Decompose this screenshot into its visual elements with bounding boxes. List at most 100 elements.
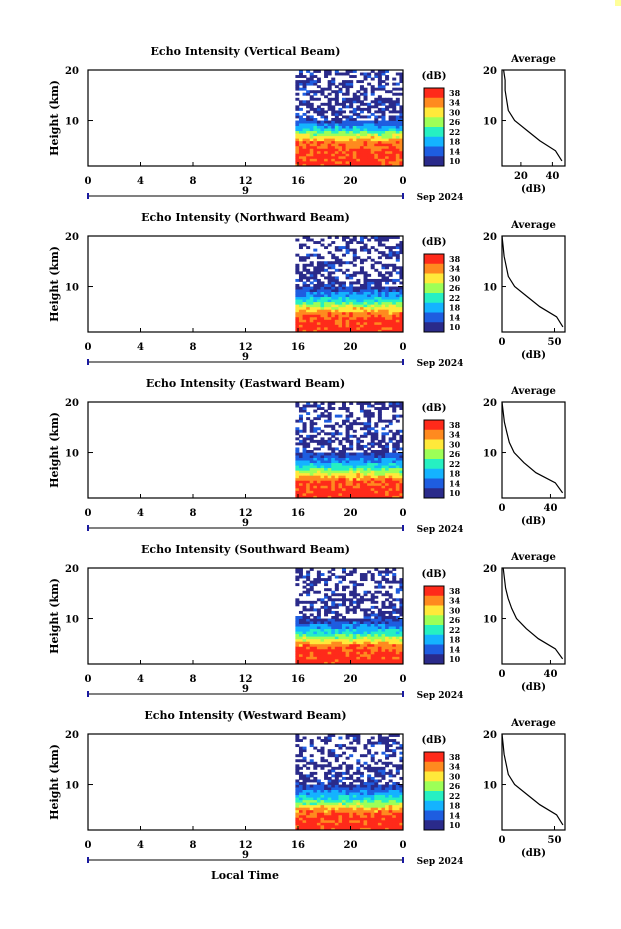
heatmap-cell (331, 661, 336, 665)
heatmap-cell (298, 573, 303, 576)
heatmap-cell (313, 130, 318, 134)
heatmap-cell (295, 107, 300, 111)
heatmap-cell (370, 299, 375, 303)
heatmap-cell (320, 326, 325, 330)
heatmap-cell (295, 316, 300, 320)
month-label: Sep 2024 (417, 691, 464, 701)
heatmap-cell (295, 150, 300, 154)
heatmap-cell (334, 294, 339, 298)
heatmap-cell (309, 427, 314, 431)
heatmap-cell (381, 452, 386, 456)
heatmap-cell (392, 321, 397, 325)
heatmap-cell (352, 495, 357, 499)
heatmap-cell (342, 120, 346, 124)
heatmap-cell (363, 304, 368, 308)
heatmap-cell (388, 651, 393, 655)
heatmap-cell (374, 648, 379, 652)
heatmap-cell (349, 626, 354, 630)
heatmap-cell (377, 623, 382, 627)
x-tick-label: 4 (137, 508, 144, 519)
heatmap-cell (320, 653, 325, 657)
heatmap-cell (327, 278, 332, 282)
heatmap-cell (392, 407, 397, 410)
heatmap-cell (367, 120, 372, 124)
heatmap-cell (338, 120, 343, 124)
heatmap-cell (370, 155, 375, 159)
heatmap-cell (392, 741, 397, 745)
heatmap-cell (352, 600, 357, 604)
heatmap-cell (309, 105, 314, 109)
heatmap-cell (306, 100, 311, 104)
heatmap-cell (388, 749, 393, 753)
heatmap-cell (349, 319, 354, 323)
heatmap-cell (306, 143, 311, 147)
colorbar-tick-label: 38 (449, 420, 461, 430)
heatmap-cell (388, 643, 393, 647)
heatmap-cell (324, 661, 329, 665)
heatmap-cell (316, 427, 321, 431)
heatmap-cell (324, 133, 329, 137)
heatmap-cell (342, 105, 346, 109)
heatmap-cell (349, 658, 354, 662)
heatmap-cell (309, 827, 314, 831)
heatmap-cell (338, 480, 343, 484)
heatmap-cell (377, 477, 382, 481)
heatmap-cell (388, 271, 393, 275)
heatmap-cell (374, 475, 379, 479)
heatmap-cell (298, 457, 303, 461)
heatmap-cell (359, 434, 364, 438)
x-tick-label: 4 (137, 674, 144, 685)
heatmap-cell (395, 764, 400, 768)
heatmap-cell (334, 437, 339, 441)
heatmap-cell (399, 439, 404, 443)
heatmap-cell (359, 158, 364, 162)
heatmap-cell (370, 462, 375, 466)
heatmap-cell (363, 123, 368, 126)
heatmap-cell (352, 120, 357, 124)
heatmap-cell (395, 495, 400, 499)
heatmap-cell (316, 70, 321, 73)
heatmap-cell (298, 593, 303, 597)
heatmap-cell (338, 784, 343, 788)
heatmap-cell (385, 822, 390, 826)
heatmap-cell (374, 434, 379, 438)
average-x-label: (dB) (521, 848, 546, 859)
heatmap-cell (331, 153, 336, 157)
heatmap-cell (352, 492, 357, 496)
heatmap-cell (363, 608, 368, 612)
heatmap-cell (399, 452, 404, 456)
heatmap-cell (385, 761, 390, 765)
heatmap-cell (298, 616, 303, 619)
heatmap-cell (324, 593, 329, 597)
heatmap-cell (338, 82, 343, 86)
heatmap-cell (295, 771, 300, 775)
heatmap-cell (363, 311, 368, 315)
heatmap-cell (356, 437, 361, 441)
day-label: 9 (242, 850, 249, 861)
heatmap-cell (320, 641, 325, 645)
heatmap-cell (385, 326, 390, 330)
heatmap-cell (388, 616, 393, 619)
heatmap-cell (302, 153, 307, 157)
heatmap-cell (334, 636, 339, 640)
heatmap-cell (327, 291, 332, 295)
heatmap-cell (356, 281, 361, 285)
heatmap-cell (324, 70, 329, 73)
heatmap-cell (352, 475, 357, 479)
heatmap-cell (352, 638, 357, 642)
heatmap-cell (385, 809, 390, 813)
heatmap-cell (392, 575, 397, 579)
heatmap-cell (381, 407, 386, 410)
heatmap-cell (345, 651, 350, 655)
heatmap-cell (320, 782, 325, 785)
heatmap-cell (388, 311, 393, 315)
heatmap-cell (359, 656, 364, 660)
heatmap-cell (298, 243, 303, 247)
colorbar-tick-label: 18 (449, 303, 461, 313)
heatmap-cell (395, 442, 400, 446)
heatmap-cell (295, 784, 300, 788)
heatmap-cell (370, 123, 375, 126)
heatmap-cell (342, 658, 346, 662)
heatmap-cell (298, 636, 303, 640)
